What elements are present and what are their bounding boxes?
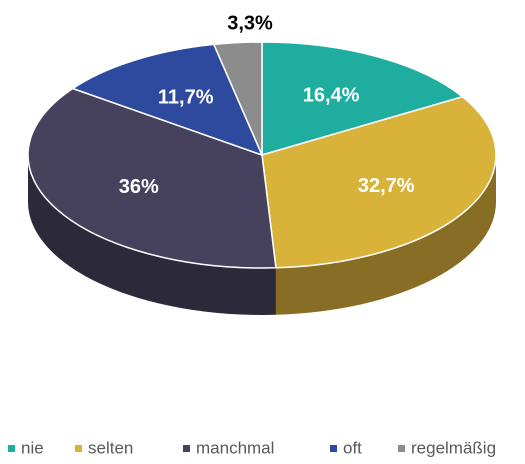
pie-side xyxy=(28,155,276,315)
legend-label: selten xyxy=(88,438,133,457)
pie-slice xyxy=(261,41,465,156)
data-label: 32,7% xyxy=(358,175,415,197)
legend-swatch xyxy=(8,445,15,452)
data-label: 11,7% xyxy=(158,86,214,108)
legend-label: nie xyxy=(21,438,44,457)
data-label: 3,3% xyxy=(227,12,273,34)
pie-slice xyxy=(27,87,277,269)
data-label: 16,4% xyxy=(303,84,360,106)
legend-label: manchmal xyxy=(196,438,274,457)
legend-swatch xyxy=(75,445,82,452)
legend-swatch xyxy=(183,445,190,452)
pie-slice xyxy=(71,43,264,157)
legend-swatch xyxy=(398,445,405,452)
pie-slice xyxy=(261,95,497,269)
legend-label: oft xyxy=(343,438,362,457)
data-label: 36% xyxy=(119,176,159,198)
pie-slice xyxy=(212,41,263,156)
legend-swatch xyxy=(330,445,337,452)
legend-label: regelmäßig xyxy=(411,438,496,457)
pie-side xyxy=(275,155,496,315)
